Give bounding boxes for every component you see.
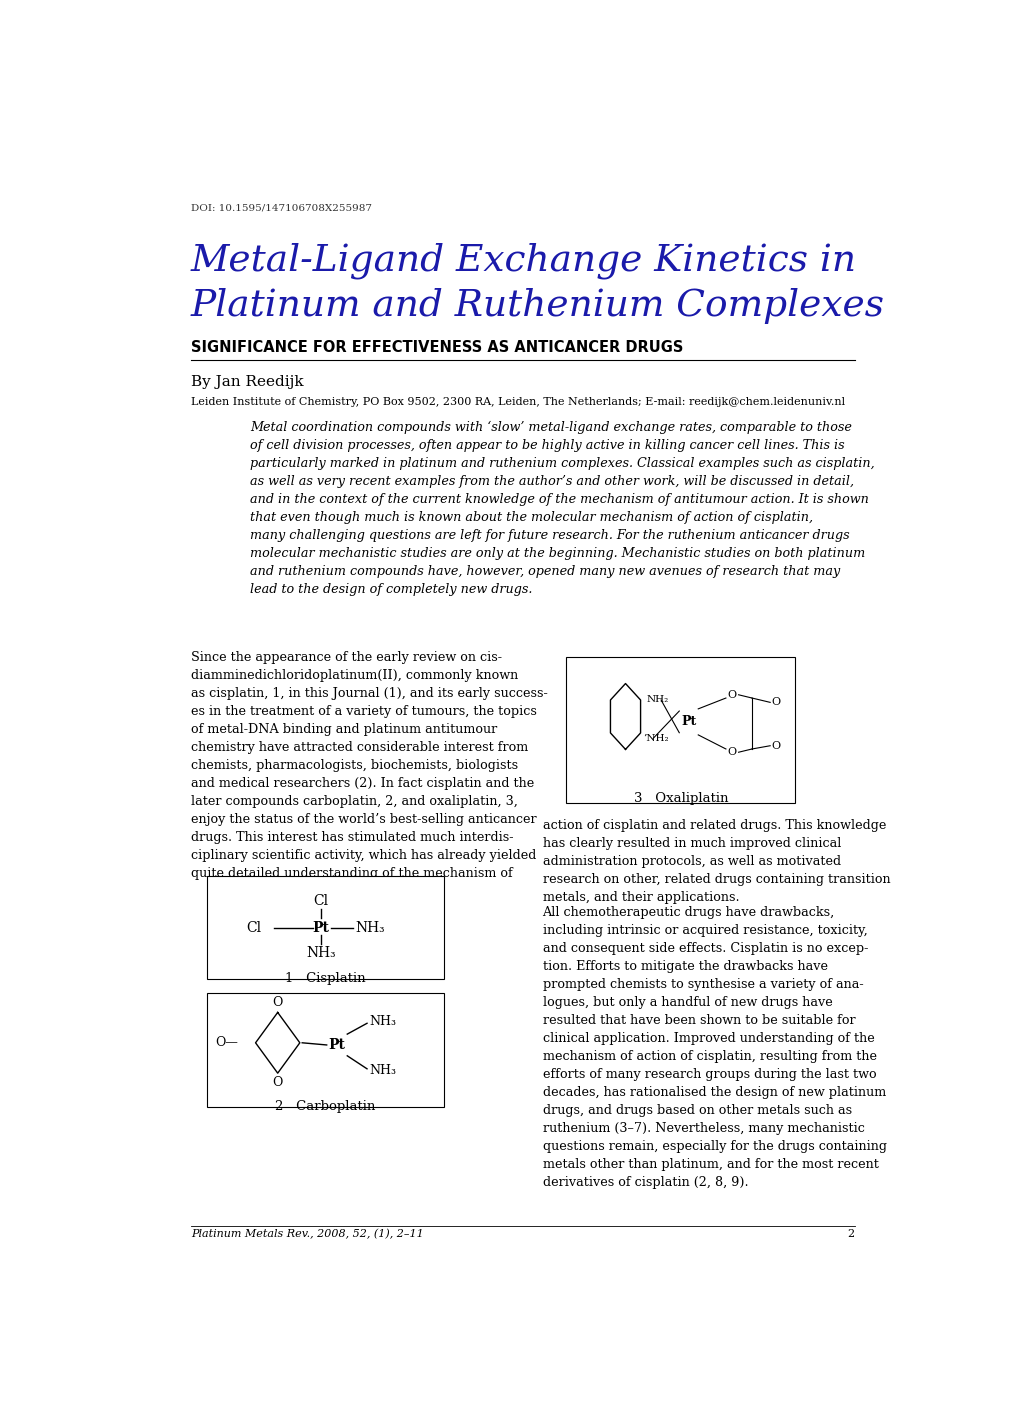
Polygon shape — [206, 876, 443, 979]
Text: O—: O— — [215, 1036, 238, 1049]
Text: ’NH₂: ’NH₂ — [642, 734, 667, 743]
Text: O: O — [272, 1076, 282, 1090]
Text: Leiden Institute of Chemistry, PO Box 9502, 2300 RA, Leiden, The Netherlands; E-: Leiden Institute of Chemistry, PO Box 95… — [191, 397, 844, 407]
Text: DOI: 10.1595/147106708X255987: DOI: 10.1595/147106708X255987 — [191, 204, 371, 213]
Text: Metal coordination compounds with ‘slow’ metal-ligand exchange rates, comparable: Metal coordination compounds with ‘slow’… — [250, 421, 874, 596]
Polygon shape — [566, 656, 795, 803]
Text: O: O — [272, 997, 282, 1010]
Text: action of cisplatin and related drugs. This knowledge
has clearly resulted in mu: action of cisplatin and related drugs. T… — [542, 819, 890, 904]
Text: NH₃: NH₃ — [306, 946, 335, 960]
Text: NH₃: NH₃ — [355, 921, 384, 935]
Text: 2: 2 — [847, 1229, 854, 1239]
Text: Pt: Pt — [328, 1038, 345, 1052]
Text: 2   Carboplatin: 2 Carboplatin — [275, 1100, 375, 1114]
Text: Cl: Cl — [246, 921, 261, 935]
Text: NH₂: NH₂ — [646, 696, 668, 704]
Text: O: O — [727, 690, 736, 700]
Text: 1   Cisplatin: 1 Cisplatin — [284, 973, 365, 986]
Text: Cl: Cl — [313, 894, 328, 908]
Text: SIGNIFICANCE FOR EFFECTIVENESS AS ANTICANCER DRUGS: SIGNIFICANCE FOR EFFECTIVENESS AS ANTICA… — [191, 341, 683, 355]
Text: Pt: Pt — [681, 715, 696, 728]
Polygon shape — [206, 993, 443, 1107]
Text: NH₃: NH₃ — [369, 1015, 396, 1028]
Text: O: O — [770, 741, 780, 750]
Text: O: O — [770, 697, 780, 707]
Text: O: O — [727, 748, 736, 758]
Text: 3   Oxaliplatin: 3 Oxaliplatin — [633, 793, 728, 805]
Text: All chemotherapeutic drugs have drawbacks,
including intrinsic or acquired resis: All chemotherapeutic drugs have drawback… — [542, 907, 886, 1190]
Text: NH₃: NH₃ — [369, 1064, 396, 1077]
Text: Metal-Ligand Exchange Kinetics in
Platinum and Ruthenium Complexes: Metal-Ligand Exchange Kinetics in Platin… — [191, 242, 883, 324]
Text: Platinum Metals Rev., 2008, 52, (1), 2–11: Platinum Metals Rev., 2008, 52, (1), 2–1… — [191, 1229, 423, 1239]
Text: Pt: Pt — [313, 921, 329, 935]
Text: By Jan Reedijk: By Jan Reedijk — [191, 375, 303, 389]
Text: Since the appearance of the early review on cis-
diamminedichloridoplatinum(II),: Since the appearance of the early review… — [191, 652, 547, 880]
